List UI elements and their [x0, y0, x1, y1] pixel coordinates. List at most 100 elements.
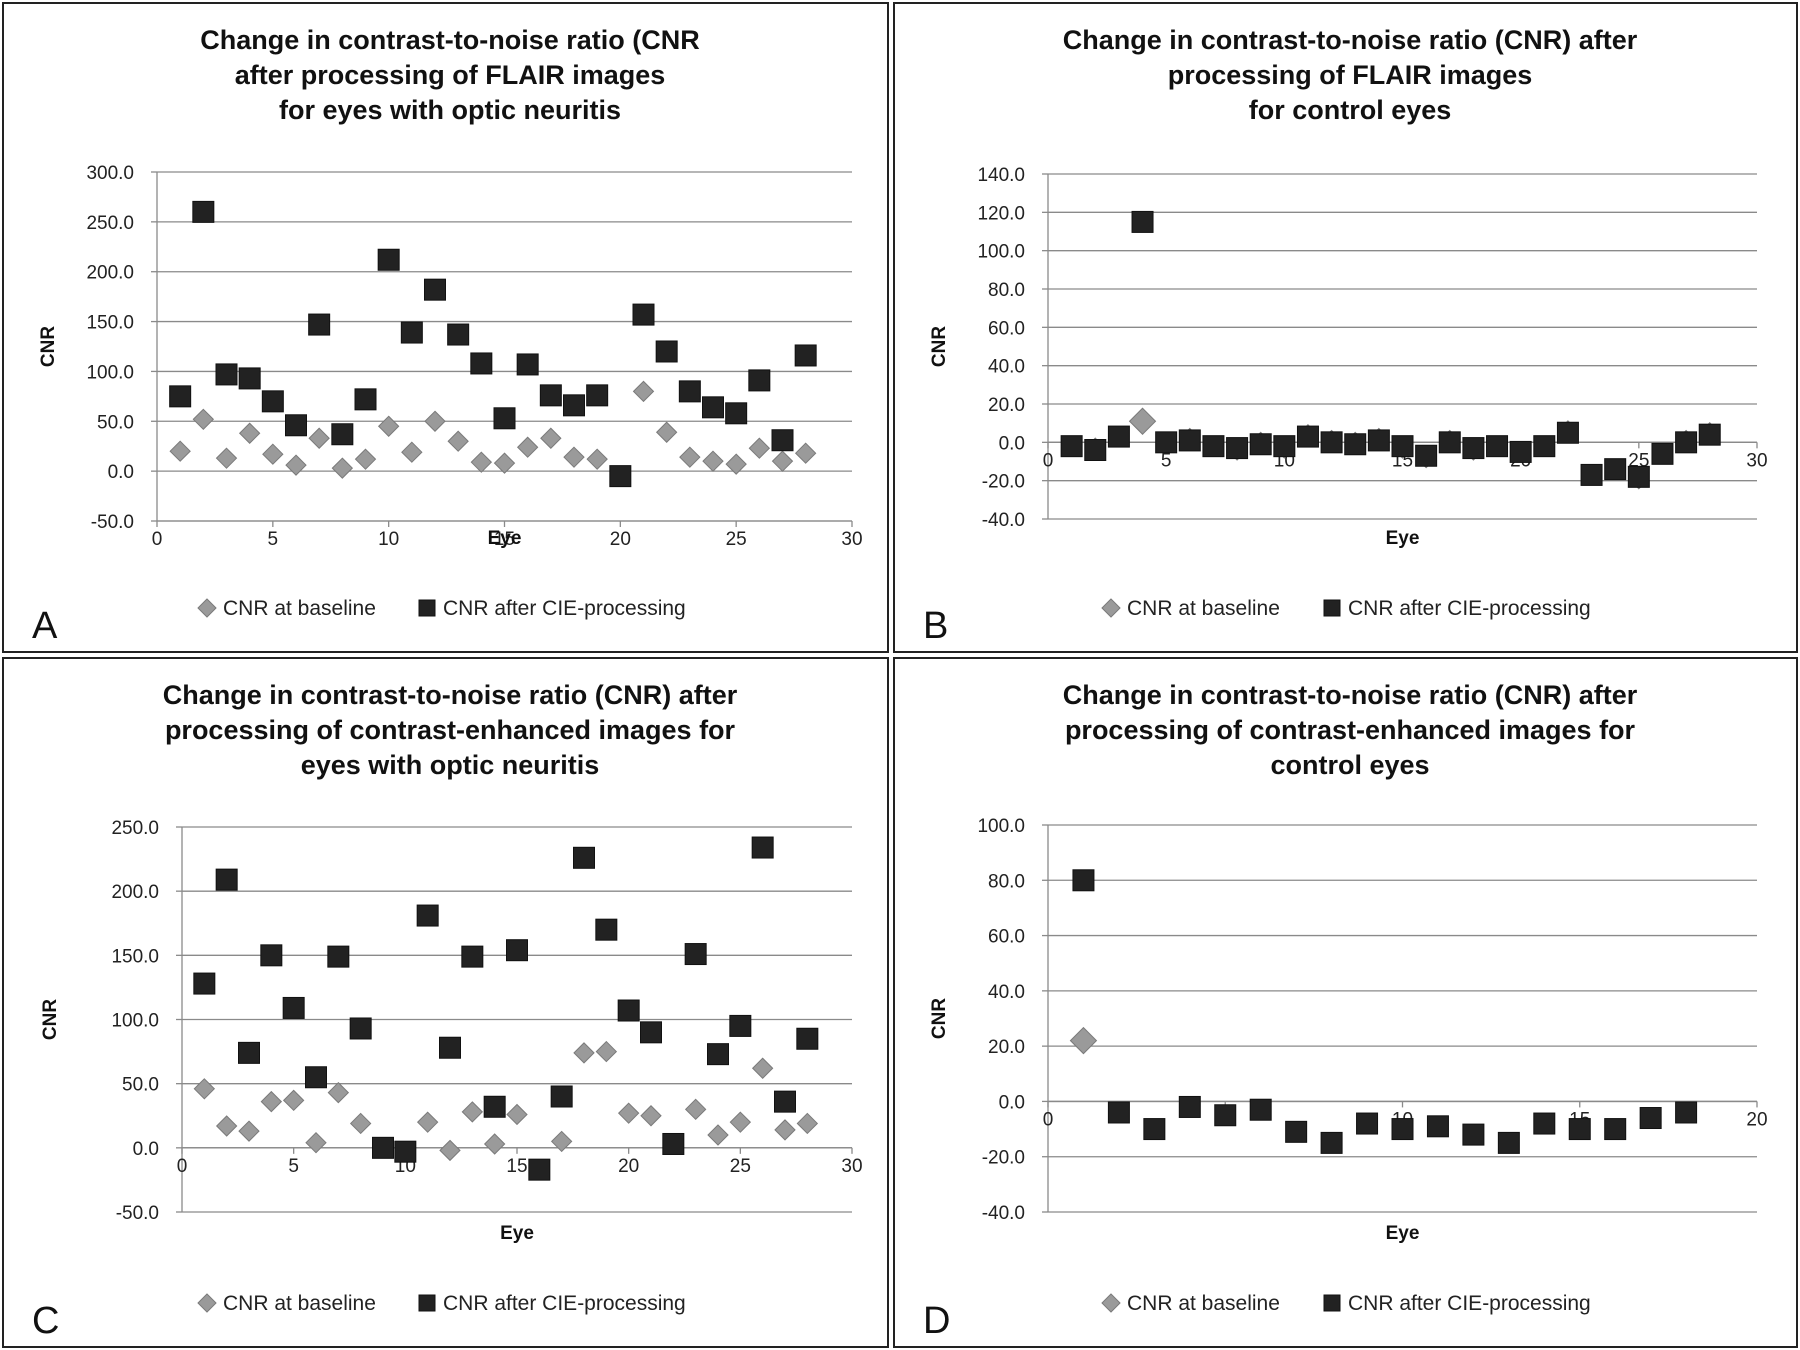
processed-point — [1486, 435, 1509, 458]
baseline-point — [550, 1130, 573, 1153]
y-axis-label: CNR — [40, 999, 61, 1040]
baseline-point — [729, 1111, 752, 1133]
processed-point — [506, 939, 528, 962]
chart-title-line: processing of contrast-enhanced images f… — [1065, 715, 1636, 745]
x-axis-label: Eye — [1386, 528, 1420, 549]
chart-title-line: Change in contrast-to-noise ratio (CNR — [200, 25, 700, 55]
processed-point — [394, 1140, 417, 1163]
processed-point — [238, 367, 261, 390]
processed-point — [1639, 1107, 1662, 1130]
processed-point — [1296, 425, 1319, 448]
chart-title-line: Change in contrast-to-noise ratio (CNR) … — [1063, 25, 1638, 55]
y-tick-label: 140.0 — [977, 165, 1025, 186]
processed-point — [1060, 435, 1083, 458]
processed-point — [1367, 429, 1390, 452]
processed-point — [1178, 1095, 1201, 1118]
processed-point — [331, 423, 354, 446]
processed-point — [771, 429, 794, 452]
chart-title-line: processing of contrast-enhanced images f… — [165, 715, 736, 745]
processed-point — [595, 918, 618, 941]
baseline-point — [617, 1102, 640, 1124]
baseline-point — [516, 436, 539, 458]
y-tick-label: 50.0 — [97, 412, 134, 433]
legend-label: CNR at baseline — [223, 597, 376, 620]
processed-point — [1426, 1115, 1449, 1138]
processed-point — [215, 868, 238, 891]
baseline-point — [640, 1105, 662, 1127]
processed-point — [215, 363, 238, 386]
x-tick-label: 30 — [1746, 450, 1767, 471]
processed-point — [1344, 433, 1367, 456]
y-axis-label: CNR — [929, 326, 950, 367]
baseline-point — [771, 450, 794, 472]
panel-label: D — [923, 1300, 950, 1342]
legend-label: CNR after CIE-processing — [1348, 1292, 1591, 1315]
legend-label: CNR at baseline — [223, 1292, 376, 1315]
baseline-point — [401, 441, 423, 463]
x-tick-label: 10 — [378, 529, 399, 550]
processed-point — [1604, 458, 1627, 481]
baseline-point — [1069, 1026, 1098, 1055]
legend-marker — [418, 599, 436, 617]
baseline-point — [707, 1124, 729, 1146]
baseline-point — [748, 437, 771, 459]
processed-point — [192, 200, 215, 223]
panel-label: C — [32, 1300, 59, 1342]
processed-point — [1604, 1118, 1627, 1141]
chart-title-line: Change in contrast-to-noise ratio (CNR) … — [163, 680, 738, 710]
legend-label: CNR at baseline — [1127, 597, 1280, 620]
legend-label: CNR after CIE-processing — [443, 1292, 686, 1315]
processed-point — [796, 1027, 819, 1050]
processed-point — [282, 996, 305, 1019]
baseline-point — [563, 446, 585, 468]
y-tick-label: 20.0 — [988, 1037, 1025, 1058]
processed-point — [238, 1041, 260, 1064]
y-tick-label: 200.0 — [111, 882, 159, 903]
baseline-point — [655, 421, 678, 443]
baseline-point — [262, 443, 284, 465]
baseline-point — [794, 442, 817, 464]
y-tick-label: 200.0 — [86, 263, 134, 284]
processed-point — [1356, 1112, 1379, 1135]
y-tick-label: 300.0 — [86, 163, 134, 184]
y-tick-label: -50.0 — [116, 1203, 159, 1224]
processed-point — [1462, 1123, 1485, 1146]
baseline-point — [260, 1090, 283, 1113]
y-tick-label: 80.0 — [988, 280, 1025, 301]
legend-label: CNR after CIE-processing — [443, 597, 686, 620]
processed-point — [400, 321, 423, 344]
processed-point — [586, 384, 609, 407]
processed-point — [729, 1014, 752, 1037]
x-tick-label: 15 — [494, 529, 515, 550]
legend-marker — [1101, 1293, 1121, 1313]
processed-point — [1249, 1098, 1272, 1121]
baseline-point — [331, 457, 354, 479]
baseline-point — [751, 1057, 774, 1079]
baseline-point — [354, 448, 377, 470]
baseline-point — [702, 450, 724, 472]
baseline-point — [327, 1081, 350, 1104]
x-tick-label: 20 — [618, 1156, 639, 1177]
processed-point — [516, 353, 539, 376]
y-tick-label: 100.0 — [977, 816, 1025, 837]
baseline-point — [439, 1139, 461, 1162]
processed-point — [707, 1043, 729, 1066]
processed-point — [308, 313, 331, 336]
x-tick-label: 25 — [730, 1156, 751, 1177]
baseline-point — [192, 408, 215, 430]
processed-point — [1107, 425, 1130, 448]
processed-point — [1533, 435, 1556, 458]
y-tick-label: 250.0 — [86, 213, 134, 234]
processed-point — [493, 407, 516, 430]
processed-point — [1580, 463, 1603, 486]
processed-point — [1391, 1118, 1414, 1141]
x-tick-label: 0 — [177, 1156, 188, 1177]
y-tick-label: 100.0 — [86, 362, 134, 383]
processed-point — [1249, 433, 1272, 456]
processed-point — [528, 1158, 551, 1181]
processed-point — [640, 1021, 662, 1044]
y-tick-label: 0.0 — [999, 1092, 1025, 1113]
chart-panel-d: Change in contrast-to-noise ratio (CNR) … — [893, 657, 1798, 1348]
processed-point — [1568, 1118, 1591, 1141]
processed-point — [1462, 437, 1485, 460]
